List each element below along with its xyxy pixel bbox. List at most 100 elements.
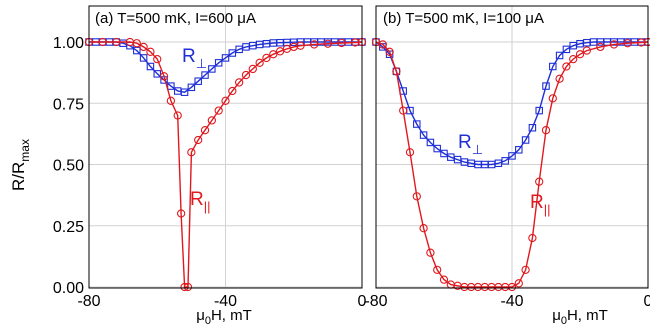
data-point-par <box>180 282 189 292</box>
data-point-par <box>419 224 428 233</box>
data-point-par <box>405 148 415 157</box>
panel-b-x-axis-label: μ0H, mT <box>552 307 608 327</box>
data-point-par <box>139 42 148 52</box>
data-point-par <box>596 42 605 52</box>
series-annotation-perp: R⊥ <box>182 46 207 71</box>
data-point-par <box>521 265 530 274</box>
data-point-par <box>98 37 107 47</box>
panel-a-grid <box>88 6 363 288</box>
data-point-par <box>548 94 557 103</box>
data-point-par <box>241 70 251 80</box>
data-point-par <box>562 62 571 71</box>
x-tick-label: 0 <box>358 293 367 310</box>
data-point-perp <box>555 51 564 60</box>
panel-a-frame <box>88 5 363 289</box>
panel-a-title: (a) T=500 mK, I=600 μA <box>95 10 256 27</box>
panel-a-x-axis-label: μ0H, mT <box>196 307 252 327</box>
panel-b-annotations: R⊥ R|| <box>458 132 551 217</box>
data-point-par <box>269 50 278 59</box>
data-point-par <box>323 39 333 48</box>
data-point-par <box>132 39 141 48</box>
series-annotation-par: R|| <box>190 189 211 214</box>
panel-a-x-ticks: -80 -40 0 <box>77 293 366 310</box>
data-point-par <box>507 282 517 292</box>
data-point-par <box>200 126 210 135</box>
data-point-perp <box>146 62 155 71</box>
data-point-perp <box>221 54 230 62</box>
data-point-perp <box>419 131 428 139</box>
series-line-par <box>89 41 363 288</box>
data-point-par <box>159 72 169 81</box>
data-point-par <box>173 111 182 120</box>
data-point-par <box>255 58 264 67</box>
data-point-par <box>176 209 186 218</box>
data-point-perp <box>433 144 441 153</box>
x-tick-label: -40 <box>214 293 237 310</box>
data-point-par <box>582 46 591 55</box>
data-point-perp <box>528 124 537 132</box>
data-point-par <box>310 40 319 49</box>
data-point-par <box>555 74 564 83</box>
panel-b-x-ticks: -80 -40 0 <box>364 293 650 310</box>
data-point-par <box>569 55 578 64</box>
y-tick-label: 0.50 <box>53 158 84 175</box>
panel-b-frame <box>375 5 649 289</box>
data-point-perp <box>426 138 435 147</box>
data-point-par <box>385 47 394 56</box>
data-point-par <box>433 265 442 274</box>
panel-b-grid <box>375 6 649 288</box>
data-point-par <box>146 47 155 56</box>
data-point-par <box>228 86 237 96</box>
data-point-par <box>166 96 176 105</box>
panel-a: (a) T=500 mK, I=600 μA 0.00 0.25 0.50 0.75 1… <box>53 5 367 327</box>
x-tick-label: -80 <box>364 293 387 310</box>
data-point-par <box>183 282 193 292</box>
data-point-perp <box>208 65 216 73</box>
data-point-perp <box>194 77 202 85</box>
data-point-par <box>426 248 435 257</box>
data-point-par <box>412 192 421 201</box>
data-point-perp <box>187 83 196 92</box>
panel-a-y-ticks: 0.00 0.25 0.50 0.75 1.00 <box>53 35 84 297</box>
x-tick-label: -40 <box>500 293 523 310</box>
data-point-par <box>194 135 203 145</box>
data-point-par <box>609 40 619 49</box>
y-tick-label: 0.00 <box>53 280 84 297</box>
y-tick-label: 1.00 <box>53 35 84 52</box>
x-tick-label: -80 <box>77 293 100 310</box>
panel-a-annotations: R⊥ R|| <box>182 46 211 214</box>
data-point-perp <box>549 62 557 71</box>
data-point-par <box>248 64 257 74</box>
y-axis-label: R/Rmax <box>9 139 32 191</box>
data-point-perp <box>133 46 141 55</box>
data-point-perp <box>542 82 550 90</box>
data-point-par <box>207 116 216 125</box>
data-point-perp <box>508 152 516 160</box>
y-tick-label: 0.25 <box>53 219 84 236</box>
data-point-perp <box>167 82 175 90</box>
data-point-par <box>221 96 230 105</box>
data-point-par <box>528 233 537 243</box>
data-point-par <box>623 39 632 48</box>
data-point-par <box>378 40 387 49</box>
data-point-par <box>153 55 162 64</box>
panel-a-series <box>84 37 367 292</box>
data-point-perp <box>153 70 162 78</box>
data-point-par <box>187 148 196 157</box>
data-point-par <box>112 37 121 47</box>
data-point-perp <box>501 157 509 165</box>
x-tick-label: 0 <box>644 293 650 310</box>
data-point-perp <box>535 106 543 115</box>
data-point-perp <box>521 136 530 144</box>
data-point-par <box>337 38 346 48</box>
data-point-par <box>214 106 223 115</box>
data-point-perp <box>515 146 523 154</box>
data-point-par <box>234 78 244 87</box>
data-point-par <box>262 53 271 63</box>
panel-b-title: (b) T=500 mK, I=100 μA <box>383 10 544 27</box>
panel-b: (b) T=500 mK, I=100 μA -80 -40 0 μ0H, mT R… <box>364 5 650 327</box>
data-point-par <box>575 50 585 59</box>
data-point-par <box>399 106 408 115</box>
data-point-par <box>392 67 401 76</box>
